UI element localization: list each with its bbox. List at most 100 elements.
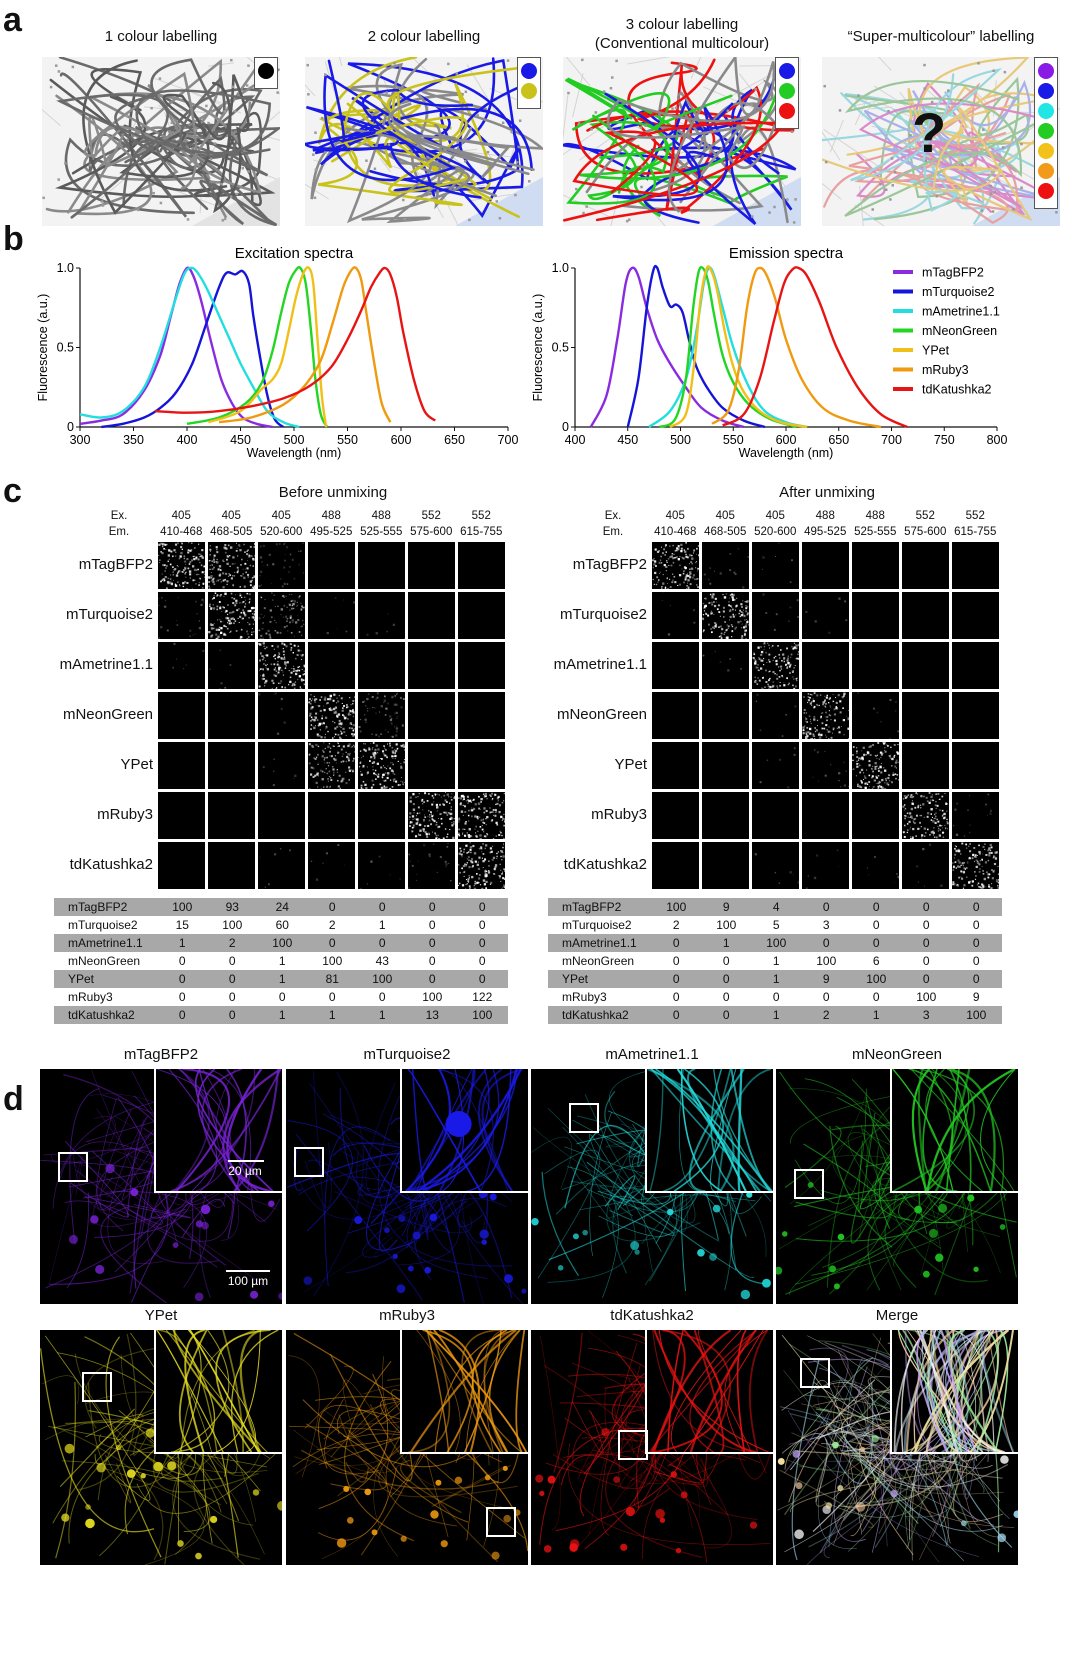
table-cell-value: 0	[872, 900, 880, 914]
channel-image-cell	[158, 542, 205, 589]
channel-image-cell	[208, 742, 255, 789]
table-cell-value: 0	[428, 918, 436, 932]
inset-dendrites	[647, 1069, 773, 1192]
table-cell-value: 100	[966, 1008, 987, 1022]
roi-box	[569, 1103, 599, 1133]
excitation-wavelength: 488	[321, 510, 341, 522]
table-cell-value: 0	[672, 936, 680, 950]
zoom-inset	[154, 1069, 282, 1194]
cell-speckle	[308, 693, 355, 739]
channel-image-cell	[952, 692, 999, 739]
metro-lines	[563, 57, 801, 226]
metro-lines	[42, 57, 280, 226]
excitation-wavelength: 488	[865, 510, 885, 522]
micrograph-7	[531, 1330, 773, 1565]
table-cell-value: 100	[172, 900, 193, 914]
channel-image-cell	[802, 742, 849, 789]
excitation-wavelength: 405	[765, 510, 785, 522]
excitation-wavelength: 405	[171, 510, 191, 522]
colour-dot	[1038, 163, 1054, 179]
panel-label-b: b	[3, 220, 24, 258]
x-tick-label: 700	[881, 433, 902, 447]
x-tick-label: 500	[670, 433, 691, 447]
channel-image-cell	[458, 642, 505, 689]
table-cell-value: 0	[672, 954, 680, 968]
table-cell-value: 0	[228, 1008, 236, 1022]
table-cell-value: 6	[872, 954, 880, 968]
channel-image-cell	[408, 642, 455, 689]
ex-label: Ex.	[604, 510, 622, 522]
micrograph-6	[286, 1330, 528, 1565]
legend-label: mAmetrine1.1	[922, 305, 1000, 319]
table-cell-value: 0	[228, 954, 236, 968]
table-cell-value: 100	[322, 954, 343, 968]
table-cell-value: 1	[772, 954, 780, 968]
channel-image-cell	[258, 792, 305, 839]
table-cell-value: 100	[272, 936, 293, 950]
roi-box	[486, 1507, 516, 1537]
cell-speckle	[258, 642, 305, 689]
micrograph-3	[531, 1069, 773, 1304]
channel-image-cell	[358, 642, 405, 689]
micrograph-5	[40, 1330, 282, 1565]
excitation-wavelength: 488	[815, 510, 835, 522]
channel-image-cell	[802, 542, 849, 589]
x-tick-label: 700	[498, 433, 519, 447]
cell-speckle	[172, 642, 205, 670]
table-cell-value: 100	[666, 900, 687, 914]
channel-image-cell	[208, 642, 255, 689]
x-tick-label: 350	[123, 433, 144, 447]
series-line-tdKatushka2	[154, 266, 437, 422]
spectra-chart-1: Excitation spectra 300 350 400 450 500 550 600 6…	[36, 245, 518, 460]
channel-image-cell	[952, 792, 999, 839]
unmixing-title-after: After unmixing	[779, 484, 875, 501]
x-tick-label: 550	[723, 433, 744, 447]
cell-speckle	[262, 758, 297, 787]
channel-image-cell	[158, 792, 205, 839]
table-cell-value: 0	[972, 936, 980, 950]
scale-bar-label-large: 100 µm	[227, 1274, 269, 1288]
micrograph-title: tdKatushka2	[610, 1307, 694, 1324]
cell-speckle	[208, 542, 255, 589]
table-cell-value: 100	[866, 972, 887, 986]
channel-image-cell	[408, 792, 455, 839]
channel-image-cell	[652, 842, 699, 889]
cell-speckle	[759, 747, 796, 789]
table-cell-value: 2	[328, 918, 336, 932]
cell-speckle	[158, 597, 205, 639]
colour-dot	[258, 63, 274, 79]
channel-image-cell	[852, 642, 899, 689]
cell-speckle	[857, 692, 899, 739]
channel-image-cell	[258, 542, 305, 589]
cell-speckle	[902, 792, 949, 839]
cell-speckle	[805, 597, 848, 634]
fluorophore-row-label: mAmetrine1.1	[59, 656, 153, 673]
channel-image-cell	[158, 742, 205, 789]
x-tick-label: 300	[70, 433, 91, 447]
table-row: mNeonGreen 0 0 1 100 43 0 0	[54, 952, 508, 970]
table-row-name: mAmetrine1.1	[562, 936, 637, 950]
scale-bar-label-small: 20 µm	[228, 1164, 262, 1178]
table-cell-value: 0	[178, 954, 186, 968]
colour-key-1	[254, 57, 278, 89]
table-cell-value: 1	[178, 936, 186, 950]
table-row: mAmetrine1.1 1 2 100 0 0 0 0	[54, 934, 508, 952]
fluorophore-row-label: mRuby3	[97, 806, 153, 823]
inset-dendrites	[893, 1330, 1015, 1453]
table-row: YPet 0 0 1 9 100 0 0	[548, 970, 1002, 988]
table-row-name: mTurquoise2	[68, 918, 138, 932]
zoom-inset	[890, 1330, 1018, 1455]
roi-box	[794, 1169, 824, 1199]
inset-dendrites	[405, 1069, 524, 1192]
table-cell-value: 0	[378, 990, 386, 1004]
table-cell-value: 60	[275, 918, 289, 932]
chart-title: Emission spectra	[729, 245, 844, 262]
channel-image-cell	[308, 742, 355, 789]
fluorophore-row-label: mNeonGreen	[62, 706, 153, 723]
cell-speckle	[208, 592, 255, 639]
channel-image-cell	[702, 592, 749, 639]
emission-range: 575-600	[410, 526, 453, 538]
colour-dot	[1038, 183, 1054, 199]
excitation-wavelength: 405	[271, 510, 291, 522]
emission-range: 520-600	[260, 526, 303, 538]
